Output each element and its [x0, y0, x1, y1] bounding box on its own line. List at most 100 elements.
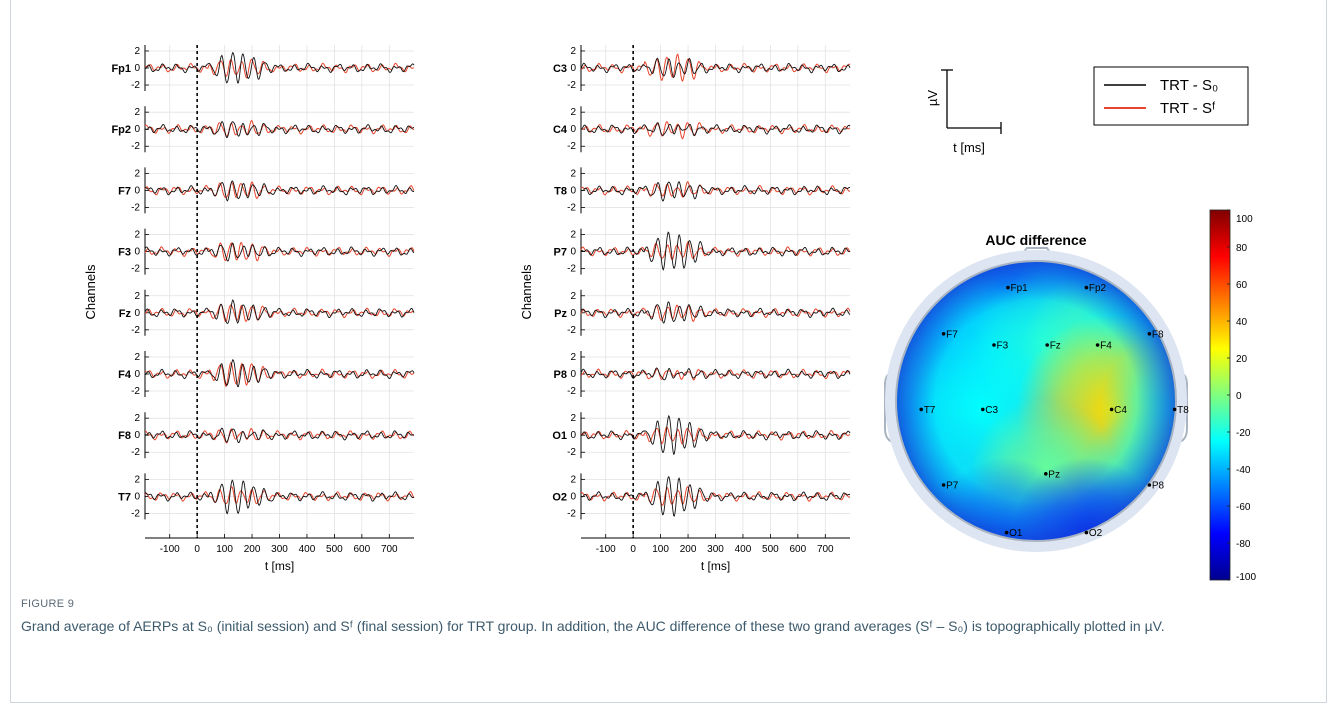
y-tick-label: -2 — [567, 447, 576, 458]
legend-label-s0: TRT - S₀ — [1160, 77, 1218, 94]
x-tick-label: 300 — [707, 544, 724, 555]
x-tick-label: 100 — [216, 544, 233, 555]
y-tick-label: 2 — [134, 352, 140, 363]
y-tick-label: 0 — [134, 247, 140, 258]
x-tick-label: 200 — [680, 544, 697, 555]
series-line-s0 — [580, 122, 851, 137]
series-line-s0 — [580, 475, 851, 517]
y-tick-label: 2 — [570, 352, 576, 363]
series-line-s0 — [580, 301, 851, 324]
x-tick-label: 400 — [299, 544, 316, 555]
x-axis-label: t [ms] — [701, 559, 730, 573]
y-tick-label: 0 — [134, 124, 140, 135]
electrode-dot — [1084, 285, 1089, 290]
x-tick-label: 0 — [194, 544, 200, 555]
y-tick-label: 0 — [134, 491, 140, 502]
series-line-s0 — [580, 181, 851, 202]
y-tick-label: -2 — [131, 325, 140, 336]
electrode-dot — [1004, 530, 1009, 535]
scale-bar: µV t [ms] — [925, 69, 1002, 155]
series-line-s0 — [144, 121, 415, 139]
series-line-sf — [580, 426, 851, 445]
series-line-s0 — [144, 479, 415, 515]
electrode-dot — [1109, 407, 1114, 412]
channel-label: T8 — [554, 185, 567, 197]
y-tick-label: 2 — [570, 413, 576, 424]
channel-label: F4 — [118, 369, 132, 381]
colorbar-tick-label: -20 — [1236, 428, 1251, 439]
colorbar-tick-label: 80 — [1236, 243, 1248, 254]
figure-label: FIGURE 9 — [21, 598, 75, 610]
channel-label: F3 — [118, 247, 131, 259]
series-line-sf — [144, 119, 415, 137]
electrode-label: Pz — [1048, 469, 1060, 480]
colorbar-tick-label: -100 — [1236, 572, 1256, 583]
y-tick-label: 0 — [134, 308, 140, 319]
y-tick-label: 2 — [134, 291, 140, 302]
x-tick-label: 700 — [381, 544, 398, 555]
electrode-label: Fz — [1050, 341, 1061, 352]
figure: 20-2Fp120-2Fp220-2F720-2F320-2Fz20-2F420… — [83, 45, 1256, 583]
y-tick-label: -2 — [131, 202, 140, 213]
figure-frame: 2 0 -2 Fp1 2 0 -2 Fp2 2 0 -2 F7 2 0 -2 F3 2 0 -2 Fz 2 0 -2 F4 2 0… — [10, 0, 1327, 703]
y-tick-label: 0 — [134, 185, 140, 196]
channel-label: Pz — [554, 308, 567, 320]
y-tick-label: -2 — [567, 80, 576, 91]
series-line-s0 — [580, 367, 851, 381]
x-tick-label: 0 — [630, 544, 636, 555]
electrode-label: F7 — [946, 329, 958, 340]
legend-label-sf: TRT - Sᶠ — [1160, 100, 1216, 117]
y-tick-label: 0 — [570, 185, 576, 196]
y-tick-label: -2 — [567, 508, 576, 519]
colorbar-tick-label: 40 — [1236, 317, 1248, 328]
channel-label: F8 — [118, 430, 131, 442]
y-tick-label: -2 — [131, 141, 140, 152]
topomap-head-outline — [895, 260, 1177, 542]
channel-label: F7 — [118, 185, 131, 197]
series-line-s0 — [580, 414, 851, 455]
electrode-label: P7 — [946, 481, 959, 492]
y-tick-label: -2 — [131, 386, 140, 397]
y-tick-label: 0 — [570, 63, 576, 74]
colorbar-tick-label: -80 — [1236, 539, 1251, 550]
x-tick-label: 700 — [817, 544, 834, 555]
y-tick-label: 2 — [134, 168, 140, 179]
electrode-dot — [981, 407, 985, 412]
electrode-label: C3 — [985, 405, 998, 416]
waveform-panel-left: 20-2Fp120-2Fp220-2F720-2F320-2Fz20-2F420… — [83, 45, 415, 573]
y-tick-label: 2 — [570, 168, 576, 179]
series-line-s0 — [580, 57, 851, 79]
electrode-dot — [919, 407, 923, 412]
x-tick-label: 400 — [735, 544, 752, 555]
y-tick-label: 0 — [134, 369, 140, 380]
channel-label: C4 — [553, 124, 568, 136]
y-tick-label: 0 — [134, 63, 140, 74]
y-tick-label: 0 — [570, 308, 576, 319]
channel-label: P7 — [554, 247, 567, 259]
electrode-dot — [1084, 530, 1089, 535]
series-line-sf — [580, 120, 851, 140]
y-tick-label: -2 — [567, 202, 576, 213]
series-line-sf — [144, 181, 415, 200]
series-line-sf — [580, 241, 851, 261]
electrode-dot — [992, 343, 996, 347]
y-tick-label: 0 — [570, 430, 576, 441]
topomap: AUC difference Fp1 Fp2 F7 F3 Fz F4 F8 T7 C3 C4 T8 P… — [884, 232, 1189, 552]
y-tick-label: -2 — [567, 264, 576, 275]
electrode-label: O2 — [1089, 528, 1103, 539]
series-line-sf — [580, 53, 851, 82]
colorbar: 100 80 60 40 20 0 -20 -40 -60 -80 -100 — [1209, 209, 1256, 583]
electrode-label: F3 — [997, 341, 1009, 352]
electrode-dot — [1006, 285, 1010, 290]
x-tick-label: 600 — [790, 544, 807, 555]
y-tick-label: 2 — [570, 230, 576, 241]
y-tick-label: -2 — [131, 508, 140, 519]
channel-label: Fp2 — [111, 124, 131, 136]
x-tick-label: -100 — [596, 544, 616, 555]
x-tick-label: 100 — [652, 544, 669, 555]
series-line-s0 — [580, 231, 851, 271]
x-tick-label: 500 — [762, 544, 779, 555]
y-tick-label: -2 — [567, 325, 576, 336]
series-line-s0 — [144, 299, 415, 325]
y-tick-label: -2 — [131, 264, 140, 275]
